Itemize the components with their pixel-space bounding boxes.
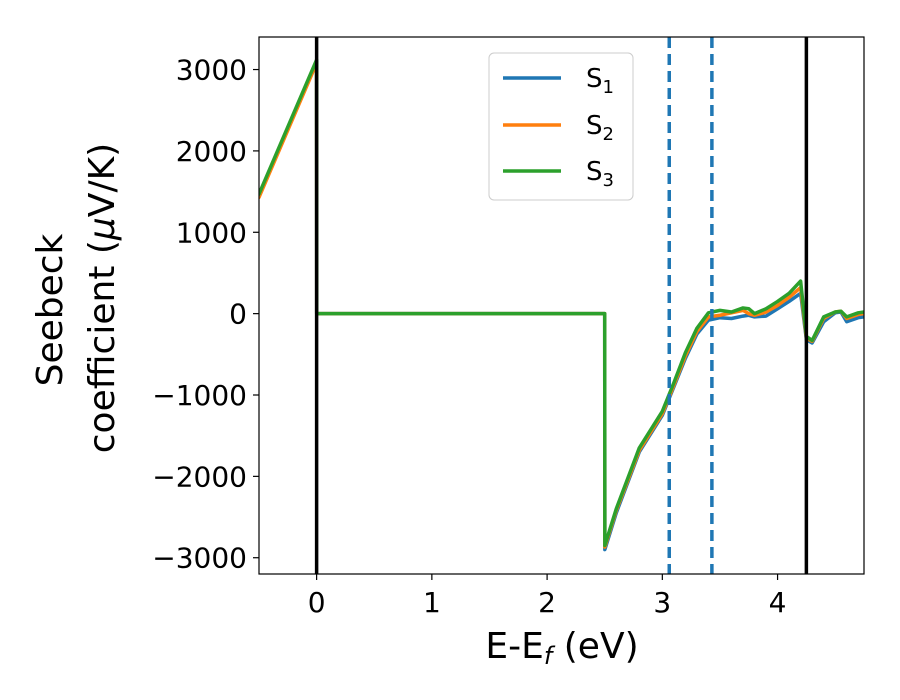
x-tick-label: 4 [769,586,787,619]
y-axis-title-line1: Seebeck [30,233,71,386]
legend-label-s1-main: S [586,64,603,94]
x-tick-label: 3 [653,586,671,619]
y-tick-label: 0 [229,298,247,331]
x-tick-label: 0 [308,586,326,619]
y-tick-label: −1000 [152,379,247,412]
series-line-s3 [259,58,864,548]
plot-frame [258,36,865,575]
x-axis-ticks: 0 1 2 3 4 [308,574,787,619]
legend-label-s3: S3 [586,157,614,191]
y-tick-label: 3000 [176,54,247,87]
y-axis-title: Seebeck coefficient (μV/K) [30,143,123,453]
x-tick-label: 2 [538,586,556,619]
legend-label-s2-sub: 2 [603,124,614,145]
legend-label-s2: S2 [586,111,614,145]
legend: S1 S2 S3 [488,52,634,201]
series-layer [259,58,864,552]
legend-label-s1: S1 [586,64,614,98]
y-axis-title-mu: μ [82,217,123,241]
x-axis-title-unit: (eV) [552,626,638,667]
y-axis-title-line2-pre: coefficient ( [82,240,123,453]
y-axis-ticks: −3000 −2000 −1000 0 1000 2000 3000 [152,54,259,575]
x-axis-title: E-Ef (eV) [485,626,638,670]
x-axis-title-main: E-E [485,626,543,667]
legend-label-s3-sub: 3 [603,170,614,191]
y-tick-label: −3000 [152,542,247,575]
y-tick-label: 2000 [176,135,247,168]
y-tick-label: −2000 [152,460,247,493]
y-axis-title-line2: coefficient (μV/K) [82,143,123,453]
y-axis-title-line2-post: V/K) [82,143,123,217]
x-tick-label: 1 [423,586,441,619]
vline-layer [314,37,809,574]
legend-label-s2-main: S [586,111,603,141]
legend-label-s3-main: S [586,157,603,187]
legend-label-s1-sub: 1 [603,77,614,98]
y-tick-label: 1000 [176,216,247,249]
